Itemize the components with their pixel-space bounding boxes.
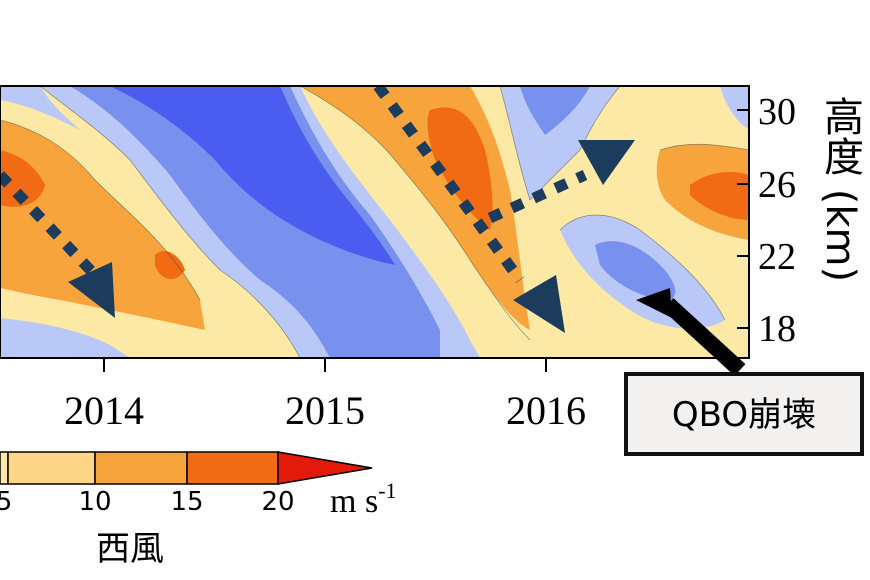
- heatmap-plot: [0, 86, 749, 358]
- annotation-text: QBO崩壊: [672, 395, 816, 435]
- colorbar-tick-label: 20: [261, 487, 294, 517]
- easterly-core-right-top: [520, 86, 590, 135]
- colorbar-tick-label: 15: [170, 487, 203, 517]
- colorbar-segment: [7, 451, 96, 485]
- plot-frame: [0, 85, 750, 359]
- x-tick-label: 2014: [64, 388, 144, 433]
- y-axis-label: 高度 (km): [817, 96, 863, 282]
- y-tick-label: 18: [758, 308, 796, 350]
- arrow-head-left: [68, 262, 115, 318]
- x-tick-label: 2016: [506, 388, 586, 433]
- easterly-region-core: [110, 86, 395, 265]
- y-tick-label: 22: [758, 236, 796, 278]
- ascent-arrow-right: [487, 169, 588, 224]
- colorbar-unit-exponent: -1: [378, 478, 396, 503]
- westerly-core-right: [690, 172, 749, 220]
- annotation-arrow-shaft: [662, 298, 746, 376]
- easterly-pocket-right-core: [595, 241, 676, 300]
- colorbar-tick-label: 10: [78, 487, 111, 517]
- x-tick-label: 2015: [285, 388, 365, 433]
- arrow-head-right: [578, 140, 635, 185]
- westerly-core-middle: [427, 107, 493, 230]
- x-axis: [103, 358, 547, 372]
- arrow-head-middle: [513, 275, 565, 333]
- contour-lines: [0, 86, 749, 358]
- colorbar-segment: [186, 451, 279, 485]
- colorbar-extend-arrow: [277, 451, 373, 485]
- westerly-core-small: [155, 250, 185, 280]
- colorbar-label: 西風: [96, 529, 164, 569]
- colorbar-tick-label: 5: [0, 487, 12, 517]
- easterly-bottom-left: [0, 318, 130, 358]
- qbo-collapse-annotation: QBO崩壊: [624, 288, 864, 456]
- descent-arrow-middle: [373, 86, 525, 284]
- colorbar: [0, 451, 373, 485]
- colorbar-segment: [94, 451, 188, 485]
- easterly-band-left: [0, 86, 80, 130]
- westerly-band-left: [0, 120, 205, 330]
- easterly-band-right: [500, 86, 620, 200]
- colorbar-unit-base: m s: [330, 483, 378, 520]
- qbo-arrows: [0, 86, 635, 333]
- easterly-region-mid: [70, 86, 440, 358]
- easterly-right-edge: [720, 86, 749, 130]
- westerly-core-left: [0, 150, 45, 207]
- annotation-arrow-head: [636, 288, 672, 318]
- annotation-box: [624, 372, 864, 456]
- colorbar-segment: [0, 451, 9, 485]
- y-tick-label: 30: [758, 91, 796, 133]
- colorbar-unit: m s-1: [330, 478, 397, 520]
- y-axis: [737, 109, 749, 329]
- y-tick-label: 26: [758, 164, 796, 206]
